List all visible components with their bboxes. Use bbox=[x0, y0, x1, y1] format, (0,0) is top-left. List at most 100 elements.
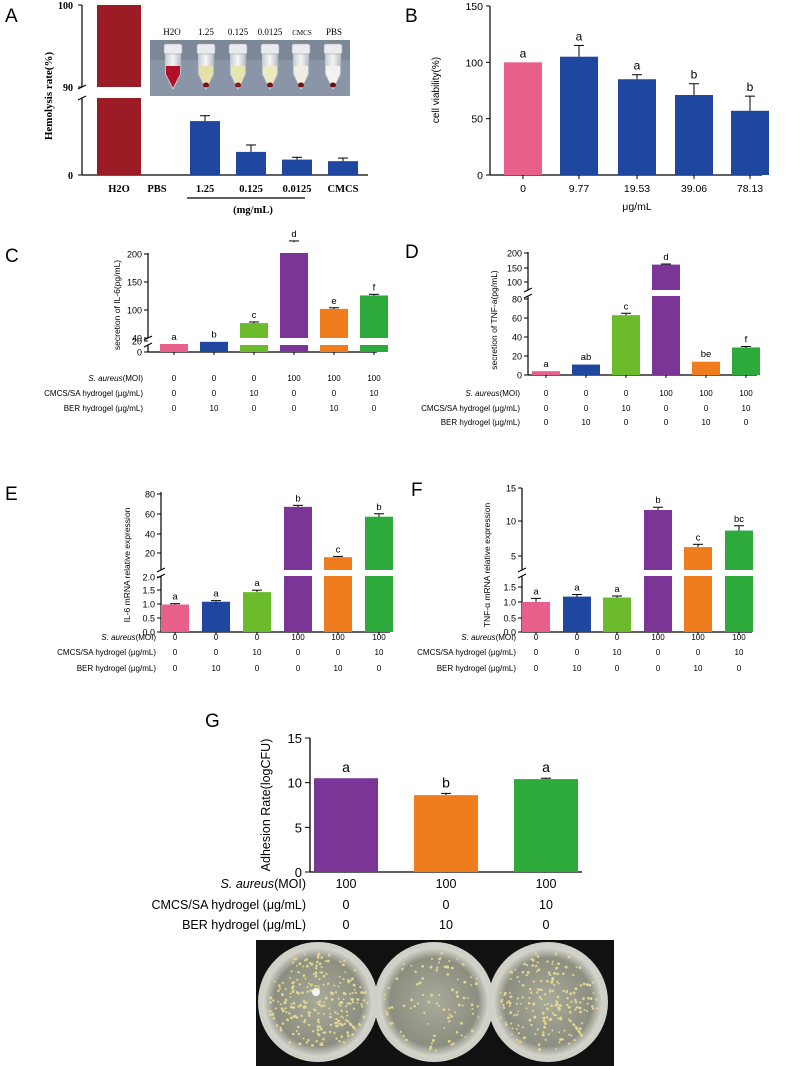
d-ytick: 20 bbox=[512, 352, 522, 362]
a-photo-label: PBS bbox=[326, 27, 342, 37]
c-sig-letter: e bbox=[331, 296, 336, 307]
bacterial-colony bbox=[284, 988, 287, 991]
b-ytick: 100 bbox=[465, 57, 483, 69]
a-break-mark-2 bbox=[77, 95, 87, 101]
bacterial-colony bbox=[580, 1034, 584, 1038]
bacterial-colony bbox=[338, 1022, 342, 1026]
bacterial-colony bbox=[532, 1002, 536, 1006]
a-bar-0.125 bbox=[236, 151, 266, 175]
bacterial-colony bbox=[349, 1002, 352, 1005]
bacterial-colony bbox=[269, 1001, 272, 1004]
bacterial-colony bbox=[515, 1002, 519, 1005]
bacterial-colony bbox=[438, 993, 441, 996]
g-row-val: 10 bbox=[439, 918, 453, 932]
bacterial-colony bbox=[340, 1015, 343, 1018]
e-bar-5-part0 bbox=[365, 516, 393, 570]
d-row-cmcs-val: 0 bbox=[584, 404, 589, 413]
e-ytick: 20 bbox=[145, 549, 155, 559]
bacterial-colony bbox=[499, 991, 502, 994]
bacterial-colony bbox=[537, 968, 541, 972]
bacterial-colony bbox=[295, 964, 298, 967]
tube-cap bbox=[228, 43, 248, 55]
c-ytick: 200 bbox=[127, 250, 142, 260]
bacterial-colony bbox=[456, 978, 459, 981]
e-row-ber-val: 0 bbox=[377, 664, 382, 673]
panel-f: TNF-α mRNA relative expression 0.0 0.5 1.0 1… bbox=[417, 484, 753, 673]
bacterial-colony bbox=[576, 1006, 579, 1009]
bacterial-colony bbox=[284, 998, 288, 1002]
bacterial-colony bbox=[402, 1034, 405, 1038]
bacterial-colony bbox=[585, 983, 589, 987]
bacterial-colony bbox=[556, 972, 560, 976]
bacterial-colony bbox=[451, 988, 455, 992]
f-sig-letter: a bbox=[574, 583, 580, 594]
f-bar-1 bbox=[563, 596, 591, 632]
bacterial-colony bbox=[543, 1025, 547, 1029]
bacterial-colony bbox=[293, 957, 296, 961]
bacterial-colony bbox=[430, 1042, 433, 1045]
d-axis-break bbox=[523, 287, 533, 293]
f-row-ber-val: 0 bbox=[534, 664, 539, 673]
e-sig-letter: a bbox=[172, 592, 178, 603]
f-sig-letter: c bbox=[696, 532, 701, 543]
bacterial-colony bbox=[347, 981, 350, 984]
bacterial-colony bbox=[395, 977, 399, 980]
f-bar-3-part0 bbox=[644, 509, 672, 570]
bacterial-colony bbox=[302, 999, 306, 1003]
g-row-val: 100 bbox=[536, 877, 557, 891]
bacterial-colony bbox=[555, 1000, 559, 1004]
bacterial-colony bbox=[295, 1030, 298, 1033]
bacterial-colony bbox=[359, 1024, 362, 1027]
bacterial-colony bbox=[573, 1039, 576, 1042]
petri-dish-photo bbox=[256, 940, 614, 1066]
d-row-cmcs-val: 0 bbox=[664, 404, 669, 413]
bacterial-colony bbox=[446, 972, 450, 976]
f-ytick: 1.0 bbox=[503, 598, 516, 608]
b-sig-letter: b bbox=[691, 68, 698, 82]
bacterial-colony bbox=[306, 990, 309, 993]
bacterial-colony bbox=[508, 1001, 512, 1005]
f-axis-break bbox=[517, 573, 527, 579]
bacterial-colony bbox=[310, 962, 314, 966]
bacterial-colony bbox=[337, 985, 340, 988]
bacterial-colony bbox=[455, 991, 459, 994]
bacterial-colony bbox=[337, 1019, 340, 1023]
bacterial-colony bbox=[588, 983, 592, 987]
bacterial-colony bbox=[428, 1001, 431, 1004]
bacterial-colony bbox=[543, 1003, 546, 1006]
bacterial-colony bbox=[269, 1013, 272, 1017]
bacterial-colony bbox=[277, 989, 280, 993]
bacterial-colony bbox=[574, 1008, 577, 1011]
c-sig-letter: c bbox=[252, 310, 257, 321]
bacterial-colony bbox=[302, 1037, 305, 1040]
d-row-saureus-val: 0 bbox=[544, 389, 549, 398]
a-photo-label: 0.0125 bbox=[258, 27, 283, 37]
bacterial-colony bbox=[305, 964, 309, 968]
bacterial-colony bbox=[574, 1000, 578, 1004]
bacterial-colony bbox=[421, 965, 424, 968]
e-row-cmcs-val: 0 bbox=[173, 648, 178, 657]
e-row-cmcs-val: 10 bbox=[253, 648, 262, 657]
bacterial-colony bbox=[572, 973, 575, 977]
tube-pellet bbox=[203, 82, 209, 88]
bacterial-colony bbox=[322, 1031, 325, 1034]
bacterial-colony bbox=[575, 1027, 579, 1031]
bacterial-colony bbox=[542, 1033, 545, 1037]
bacterial-colony bbox=[471, 1007, 474, 1010]
g-sig-letter: a bbox=[342, 759, 350, 775]
bacterial-colony bbox=[509, 977, 512, 980]
bacterial-colony bbox=[415, 982, 419, 986]
bacterial-colony bbox=[345, 1005, 348, 1008]
f-row-cmcs-val: 0 bbox=[656, 648, 661, 657]
bacterial-colony bbox=[456, 995, 460, 998]
bacterial-colony bbox=[534, 952, 538, 956]
f-ytick: 0.5 bbox=[503, 614, 516, 624]
bacterial-colony bbox=[510, 1022, 513, 1025]
a-xtick-CMCS: CMCS bbox=[328, 184, 359, 195]
g-row-val: 0 bbox=[343, 918, 350, 932]
e-ytick: 1.0 bbox=[142, 600, 155, 610]
f-sig-letter: a bbox=[533, 586, 539, 597]
bacterial-colony bbox=[325, 972, 328, 976]
bacterial-colony bbox=[568, 1033, 570, 1036]
